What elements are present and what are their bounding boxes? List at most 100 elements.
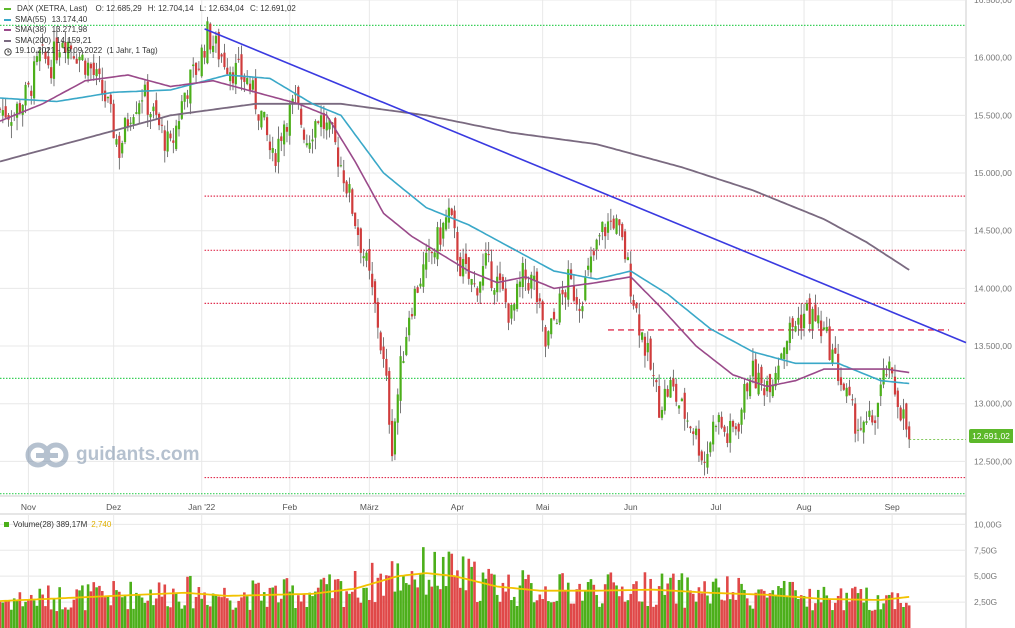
volume-bar-up — [140, 597, 144, 628]
candle-up — [58, 52, 61, 58]
candle-down — [504, 288, 507, 303]
candle-up — [419, 283, 422, 287]
candle-up — [774, 372, 777, 387]
candle-down — [354, 212, 357, 227]
candle-up — [794, 326, 797, 332]
candle-up — [677, 405, 681, 409]
candle-down — [69, 45, 73, 50]
candle-up — [805, 303, 808, 311]
volume-bar-up — [166, 606, 169, 628]
volume-bar-up — [566, 582, 570, 628]
volume-bar-down — [75, 589, 79, 628]
volume-bar-up — [362, 587, 365, 628]
volume-bar-down — [637, 601, 641, 628]
candle-up — [311, 139, 314, 142]
candle-down — [649, 338, 652, 370]
candle-down — [254, 77, 257, 110]
volume-bar-down — [541, 599, 544, 628]
volume-bar-up — [191, 608, 195, 628]
candle-down — [683, 392, 686, 419]
candle-up — [15, 103, 19, 118]
volume-bar-down — [896, 593, 900, 628]
candle-up — [780, 353, 783, 360]
volume-bar-down — [268, 587, 272, 628]
volume-bar-down — [535, 600, 539, 628]
candle-up — [436, 227, 439, 260]
candle-up — [283, 124, 286, 145]
candle-up — [817, 315, 820, 324]
volume-bar-up — [81, 585, 84, 628]
x-tick-label: Apr — [451, 502, 464, 512]
volume-bar-down — [737, 577, 741, 628]
candle-down — [220, 54, 223, 57]
candle-up — [845, 387, 848, 397]
volume-bar-up — [663, 594, 667, 628]
volume-bar-up — [21, 606, 25, 628]
volume-bar-down — [126, 609, 130, 628]
volume-bar-down — [538, 594, 542, 628]
volume-bar-up — [481, 572, 485, 628]
legend-period: 19.10.2021 - 19.09.2022 — [15, 46, 103, 56]
candle-down — [285, 127, 289, 132]
y-tick-label: 15.000,00 — [974, 168, 1012, 178]
watermark-text: guidants.com — [76, 444, 200, 465]
volume-bar-down — [430, 586, 434, 628]
volume-bar-down — [853, 586, 857, 628]
volume-bar-up — [123, 595, 127, 628]
candle-up — [902, 409, 905, 419]
volume-bar-up — [868, 609, 871, 628]
candle-down — [754, 359, 757, 389]
candle-up — [822, 327, 826, 330]
volume-bar-up — [518, 585, 522, 628]
candle-down — [359, 228, 362, 253]
volume-bar-up — [78, 590, 81, 628]
volume-bar-up — [606, 574, 610, 628]
candle-up — [35, 56, 39, 63]
candle-down — [467, 257, 470, 279]
candle-up — [587, 265, 590, 270]
volume-bar-up — [348, 593, 351, 628]
volume-bar-up — [245, 596, 249, 628]
volume-bar-down — [683, 607, 687, 628]
candle-up — [712, 421, 715, 445]
volume-bar-up — [598, 606, 601, 628]
volume-bar-down — [575, 589, 579, 628]
volume-bar-down — [649, 578, 652, 628]
candle-down — [851, 399, 854, 401]
legend-sma38-row[interactable]: SMA(38) 13.271,98 — [4, 25, 302, 36]
volume-bar-down — [160, 596, 164, 628]
candle-up — [669, 380, 672, 398]
volume-bar-up — [802, 595, 806, 628]
candle-up — [865, 421, 868, 423]
volume-bar-up — [38, 588, 42, 628]
candle-down — [109, 94, 112, 105]
candle-up — [660, 409, 664, 418]
volume-bar-down — [342, 606, 346, 628]
candle-up — [876, 402, 880, 417]
volume-bar-down — [208, 606, 212, 628]
candle-up — [825, 326, 828, 332]
candle-down — [112, 103, 115, 139]
legend-sma55-row[interactable]: SMA(55) 13.174,40 — [4, 15, 302, 26]
volume-bar-down — [819, 602, 823, 628]
legend-sma38-value: 13.271,98 — [51, 25, 88, 35]
volume-bar-down — [672, 573, 675, 628]
volume-bar-up — [447, 551, 451, 628]
volume-bar-down — [720, 599, 723, 628]
volume-bar-up — [262, 592, 266, 628]
volume-bar-up — [120, 597, 124, 628]
y-tick-label: 14.500,00 — [974, 226, 1012, 236]
volume-bar-down — [726, 576, 729, 628]
guidants-logo-icon — [25, 442, 69, 468]
volume-bar-up — [822, 586, 826, 628]
candle-down — [47, 56, 50, 66]
candle-down — [905, 403, 908, 430]
candle-up — [129, 122, 132, 124]
legend-sma200-row[interactable]: SMA(200) 14.159,21 — [4, 36, 302, 47]
candle-up — [229, 72, 232, 82]
volume-bar-down — [745, 598, 749, 628]
volume-bar-down — [69, 607, 73, 628]
volume-bar-down — [592, 584, 596, 628]
volume-bar-up — [549, 602, 553, 628]
legend-period-row: 19.10.2021 - 19.09.2022 (1 Jahr, 1 Tag) — [4, 46, 302, 57]
